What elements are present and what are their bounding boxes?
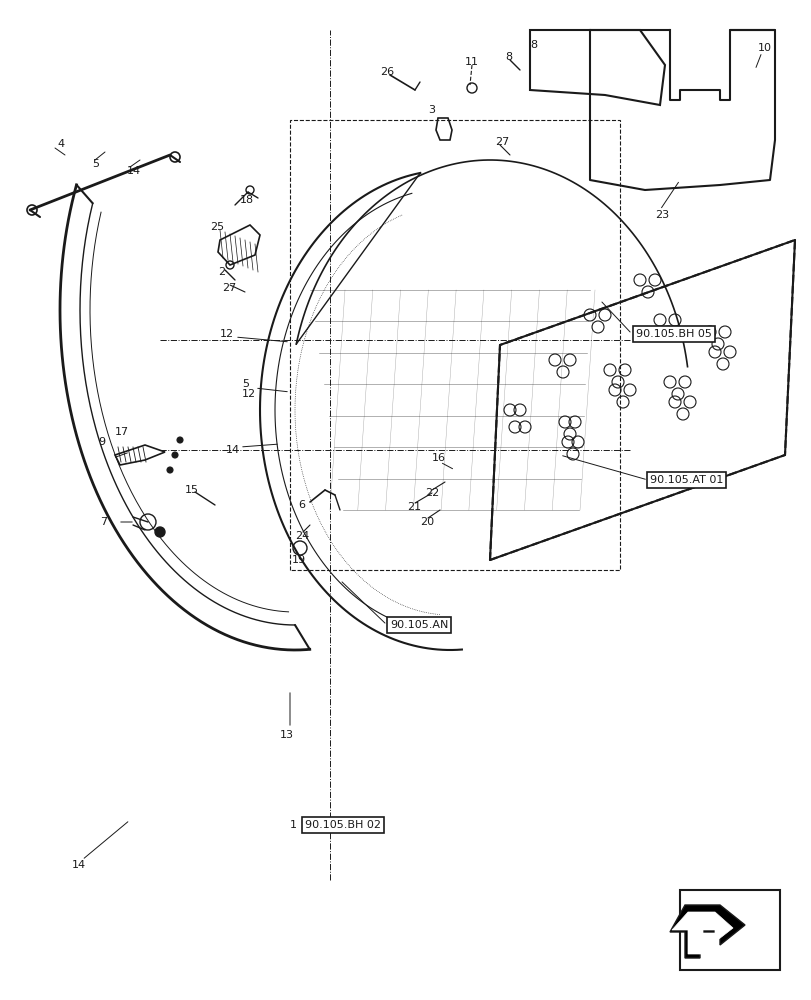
Polygon shape <box>672 912 732 954</box>
Text: 22: 22 <box>424 488 439 498</box>
Text: 14: 14 <box>127 166 141 176</box>
Text: 10: 10 <box>757 43 771 53</box>
Circle shape <box>172 452 178 458</box>
Text: 17: 17 <box>115 427 129 437</box>
Text: 2: 2 <box>217 267 225 277</box>
Text: 13: 13 <box>280 730 294 740</box>
Text: 90.105.AN: 90.105.AN <box>389 620 448 630</box>
Circle shape <box>155 527 165 537</box>
Text: 20: 20 <box>419 517 434 527</box>
Text: 23: 23 <box>654 210 668 220</box>
Text: 16: 16 <box>431 453 445 463</box>
Text: 5: 5 <box>242 379 249 389</box>
Text: 11: 11 <box>465 57 478 67</box>
Polygon shape <box>669 905 744 958</box>
Text: 5: 5 <box>92 159 99 169</box>
Text: 1: 1 <box>290 820 297 830</box>
Text: 90.105.BH 05: 90.105.BH 05 <box>635 329 711 339</box>
Text: 90.105.AT 01: 90.105.AT 01 <box>649 475 723 485</box>
Text: 12: 12 <box>242 389 255 399</box>
Text: 8: 8 <box>504 52 512 62</box>
Text: 19: 19 <box>292 555 306 565</box>
Text: 24: 24 <box>294 531 309 541</box>
Text: 14: 14 <box>72 860 86 870</box>
Text: 90.105.BH 02: 90.105.BH 02 <box>305 820 380 830</box>
Text: 7: 7 <box>100 517 107 527</box>
Text: 12: 12 <box>220 329 234 339</box>
Text: 27: 27 <box>495 137 508 147</box>
Text: 25: 25 <box>210 222 224 232</box>
Circle shape <box>177 437 182 443</box>
Bar <box>679 890 779 970</box>
Text: 15: 15 <box>185 485 199 495</box>
Text: 6: 6 <box>298 500 305 510</box>
Text: 3: 3 <box>427 105 435 115</box>
Text: 21: 21 <box>406 502 421 512</box>
Text: 8: 8 <box>530 40 536 50</box>
Text: 26: 26 <box>380 67 393 77</box>
Text: 14: 14 <box>225 445 240 455</box>
Text: 27: 27 <box>221 283 236 293</box>
Circle shape <box>167 467 173 473</box>
Text: 9: 9 <box>98 437 105 447</box>
Text: 18: 18 <box>240 195 254 205</box>
Text: 4: 4 <box>57 139 64 149</box>
